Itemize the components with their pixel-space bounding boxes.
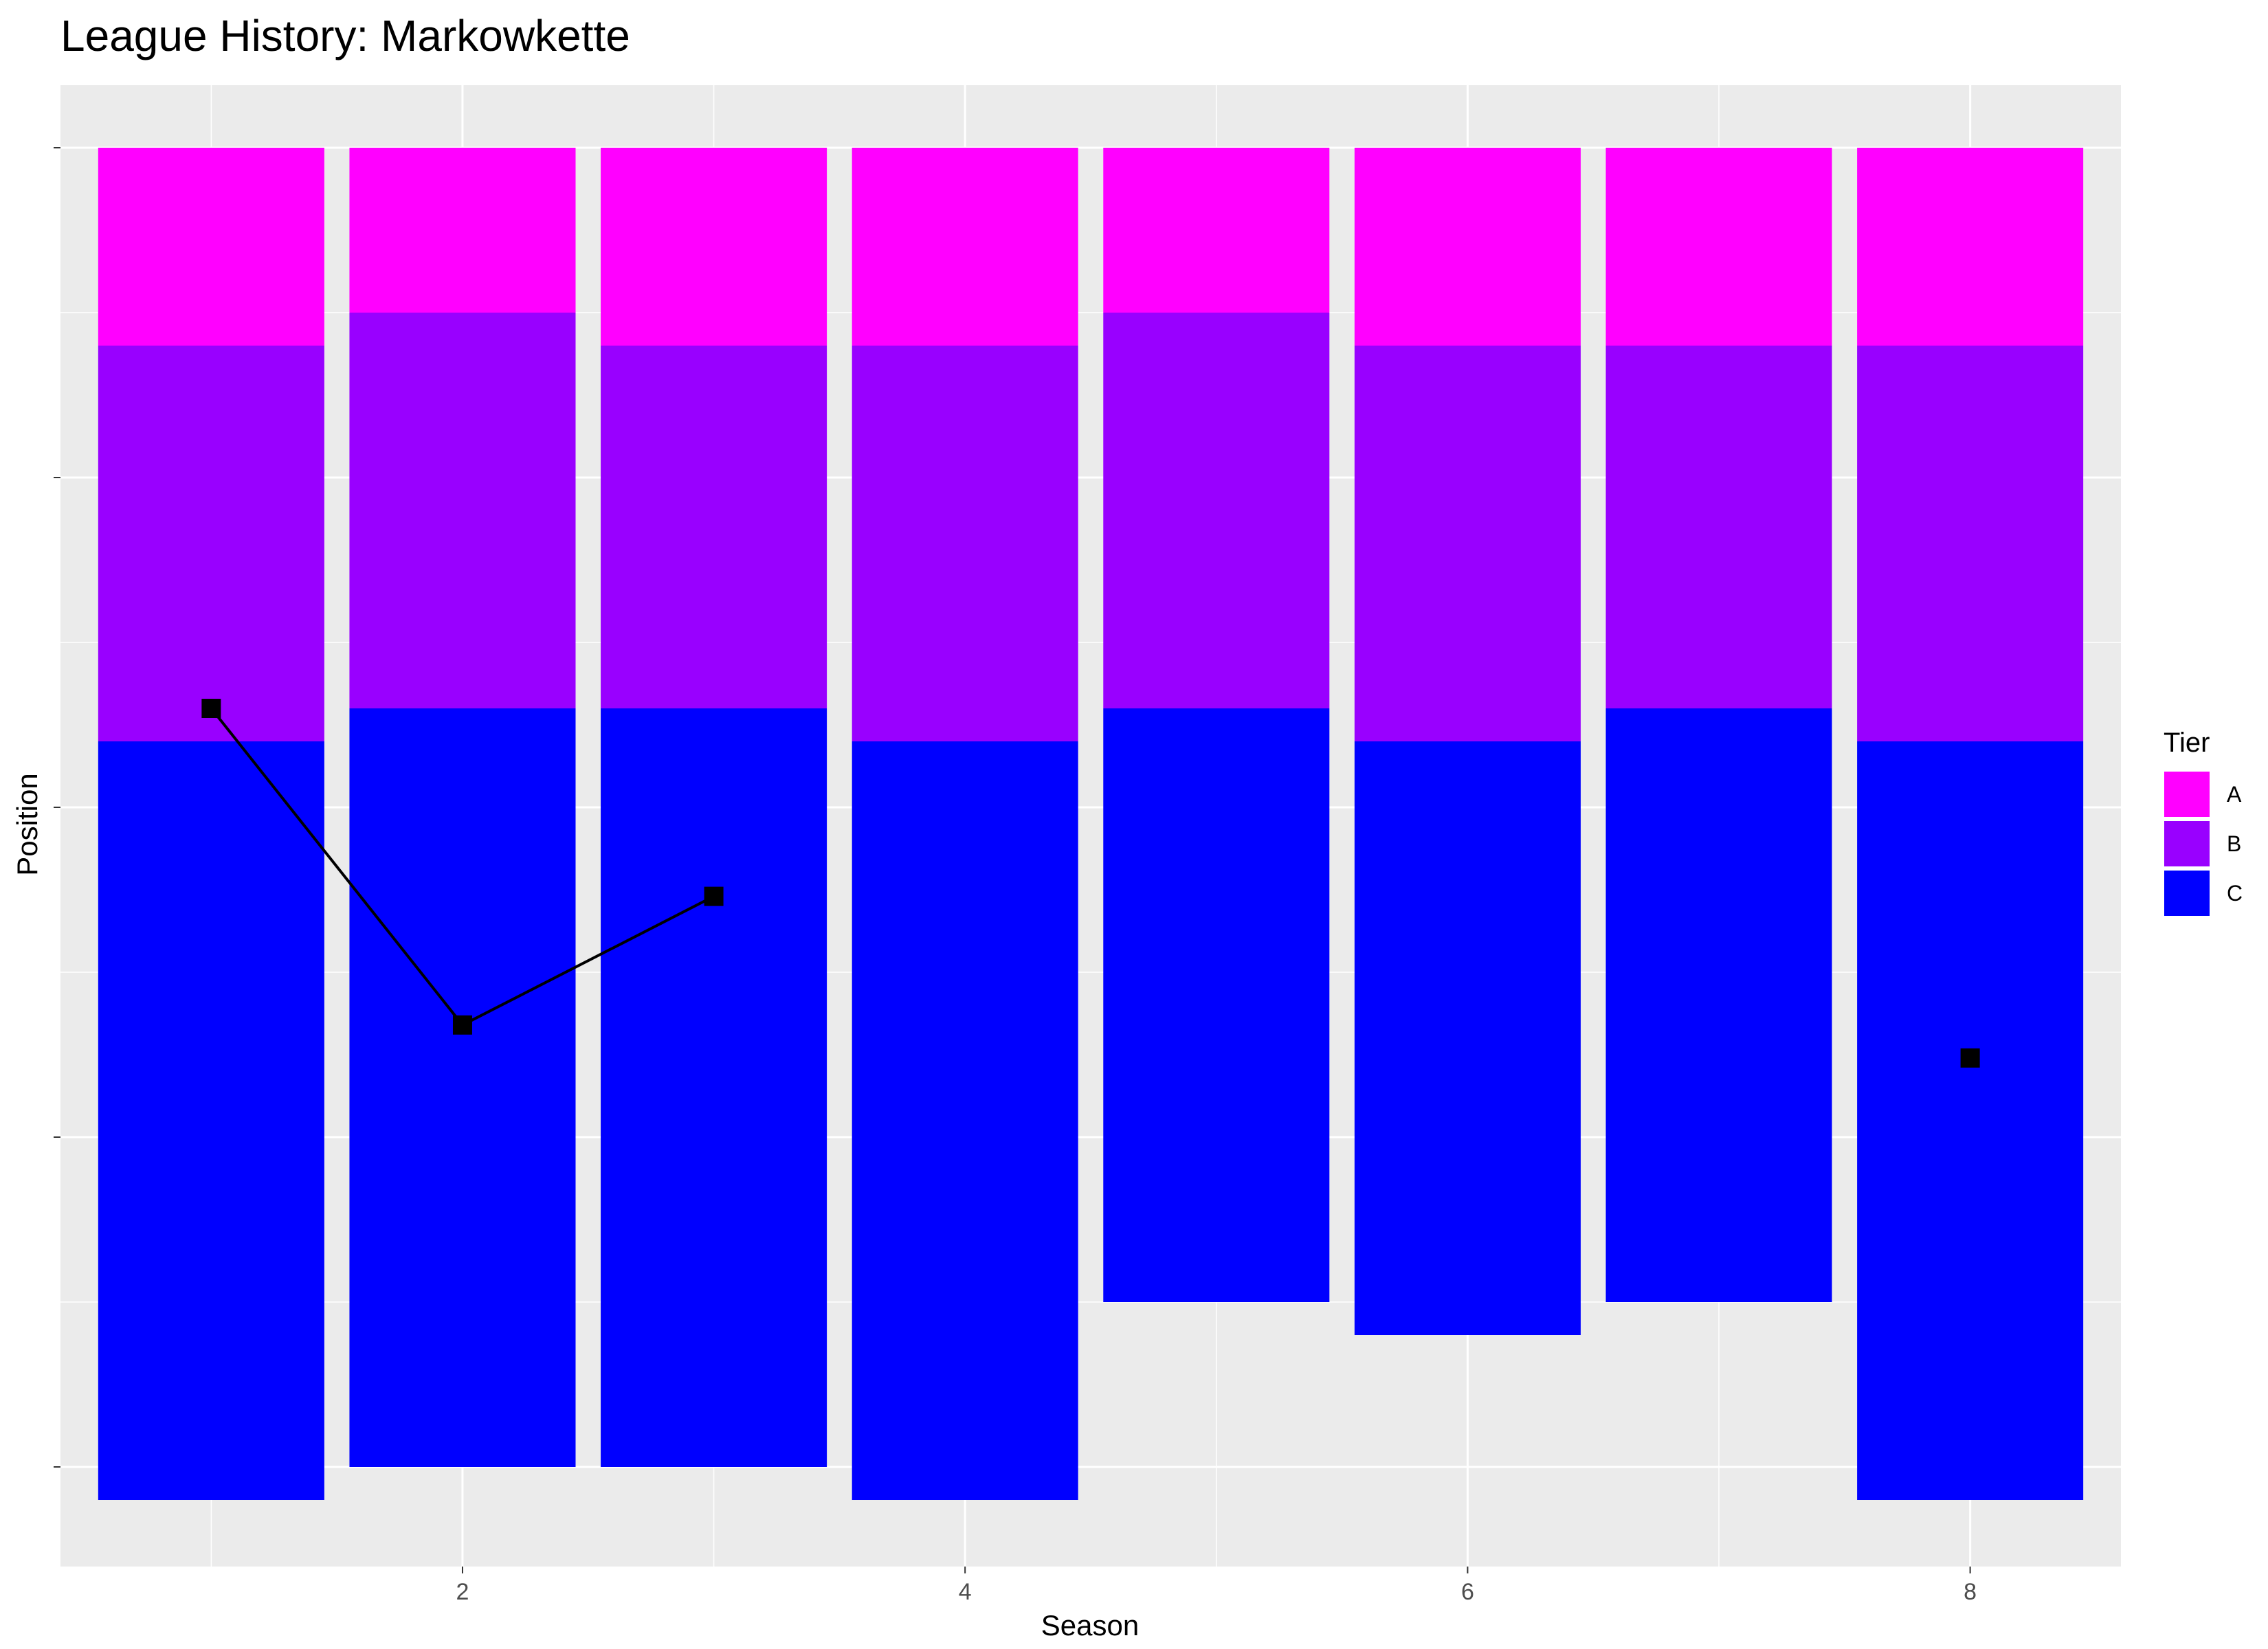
legend-title: Tier [2164,728,2210,758]
position-point-season-3 [704,886,724,906]
legend-key-c [2163,869,2211,917]
legend-label-a: A [2227,782,2242,807]
chart-title: League History: Markowkette [60,11,630,60]
legend-key-b [2163,820,2211,868]
tier-legend: Tier ABC [2163,728,2243,917]
bar-season-7-tier-c [1605,708,1832,1302]
x-tick-label-2: 2 [456,1579,469,1605]
bar-season-1-tier-a [98,148,324,346]
bar-season-6-tier-a [1354,148,1581,346]
y-axis-title: Position [11,773,43,875]
tier-bars [98,148,2084,1500]
bar-season-2-tier-a [349,148,576,313]
bar-season-4-tier-b [852,346,1078,741]
bar-season-3-tier-b [601,346,827,708]
bar-season-6-tier-b [1354,346,1581,741]
y-axis [54,147,60,1468]
bar-season-5-tier-a [1103,148,1330,313]
bar-season-4-tier-c [852,741,1078,1500]
bar-season-2-tier-c [349,708,576,1467]
bar-season-8-tier-b [1857,346,2084,741]
bar-season-3-tier-a [601,148,827,346]
x-axis-title: Season [1041,1609,1139,1641]
legend-label-b: B [2227,831,2241,856]
legend-key-a [2163,770,2211,818]
bar-season-5-tier-b [1103,313,1330,708]
bar-season-1-tier-c [98,741,324,1500]
x-tick-label-8: 8 [1964,1579,1977,1605]
bar-season-7-tier-b [1605,346,1832,708]
bar-season-1-tier-b [98,346,324,741]
position-point-season-2 [452,1015,472,1035]
position-series [201,699,1980,1068]
bar-season-7-tier-a [1605,148,1832,346]
bar-season-8-tier-a [1857,148,2084,346]
bar-season-2-tier-b [349,313,576,708]
bar-season-5-tier-c [1103,708,1330,1302]
position-point-season-8 [1960,1048,1980,1068]
x-tick-label-4: 4 [959,1579,972,1605]
bar-season-6-tier-c [1354,741,1581,1335]
bar-season-3-tier-c [601,708,827,1467]
legend-label-c: C [2227,881,2243,906]
position-point-season-1 [201,699,221,718]
x-axis: 2 4 6 8 [456,1567,1977,1605]
bar-season-4-tier-a [852,148,1078,346]
x-tick-label-6: 6 [1461,1579,1474,1605]
bar-season-8-tier-c [1857,741,2084,1500]
